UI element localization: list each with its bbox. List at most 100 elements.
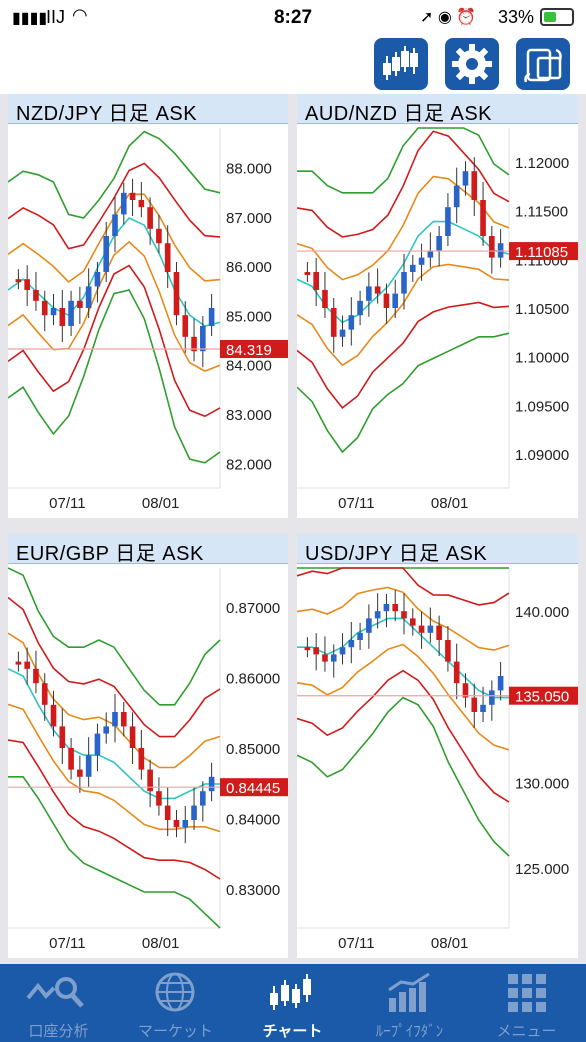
signal-icon: ▮▮▮▮ bbox=[12, 10, 48, 27]
battery-icon bbox=[540, 8, 574, 26]
candle-down bbox=[374, 286, 381, 294]
price-tick-label: 130.000 bbox=[515, 775, 569, 792]
chart-title: USD/JPY 日足 ASK bbox=[305, 543, 488, 565]
candle-down bbox=[41, 683, 48, 705]
chart-canvas: 0.87000 0.86000 0.85000 0.84000 0.83000 0.844… bbox=[8, 567, 288, 952]
candle-down bbox=[77, 300, 83, 308]
candle-down bbox=[480, 200, 486, 236]
band-lower-middle bbox=[8, 264, 221, 418]
candle-up bbox=[427, 250, 434, 258]
chart-title: EUR/GBP 日足 ASK bbox=[16, 543, 204, 565]
candle-down bbox=[59, 308, 66, 326]
candle-up bbox=[374, 611, 381, 619]
moving-average-line bbox=[8, 668, 220, 800]
chart-canvas: 1.120001.115001.110001.105001.100001.095… bbox=[297, 127, 578, 512]
candle-up bbox=[50, 308, 57, 316]
status-bar: ▮▮▮▮ IIJ ◠ 8:27 ➚ ◉ ⏰ 33% bbox=[0, 0, 586, 34]
candle-down bbox=[156, 791, 162, 806]
candle-down bbox=[120, 712, 127, 727]
price-tick-label: 0.86000 bbox=[226, 670, 280, 687]
candle-down bbox=[33, 290, 39, 301]
candle-up bbox=[383, 604, 390, 612]
candle-down bbox=[33, 668, 39, 684]
tab-account-analysis[interactable]: 口座分析 bbox=[0, 964, 117, 1042]
tab-bar: 口座分析 マーケット チャート bbox=[0, 964, 586, 1042]
candle-down bbox=[471, 171, 478, 200]
candle-down bbox=[401, 611, 407, 619]
candle-down bbox=[304, 272, 311, 275]
chart-type-button[interactable] bbox=[374, 38, 428, 90]
band-lower-outer bbox=[8, 289, 221, 464]
price-tick-label: 0.84000 bbox=[226, 812, 280, 829]
candle-down bbox=[138, 200, 145, 208]
candle-down bbox=[173, 272, 180, 316]
candle-down bbox=[173, 820, 180, 828]
candle-up bbox=[94, 733, 101, 756]
candle-down bbox=[471, 697, 478, 712]
current-price-tag bbox=[220, 778, 288, 797]
settings-button[interactable] bbox=[445, 38, 499, 90]
price-tick-label: 82.000 bbox=[226, 456, 272, 473]
date-tick-label: 08/01 bbox=[142, 495, 180, 512]
band-lower-outer bbox=[8, 776, 221, 929]
band-upper-middle bbox=[8, 596, 221, 738]
current-price-tag bbox=[509, 242, 578, 261]
candle-down bbox=[191, 336, 197, 352]
current-price-tag bbox=[220, 339, 288, 358]
tab-loop-ifdone[interactable]: ﾙｰﾌﾟｲﾌﾀﾞﾝ bbox=[351, 964, 468, 1042]
candle-up bbox=[357, 632, 363, 640]
candle-up bbox=[366, 618, 372, 633]
candle-up bbox=[366, 286, 372, 301]
chart-panel-usdjpy[interactable]: USD/JPY 日足 ASK 140.000135.000130.000125.… bbox=[297, 534, 578, 958]
price-tick-label: 140.000 bbox=[515, 604, 569, 621]
candle-up bbox=[103, 726, 110, 734]
candle-up bbox=[418, 257, 425, 265]
candle-up bbox=[112, 712, 118, 727]
chart-title: NZD/JPY 日足 ASK bbox=[16, 103, 198, 125]
chart-panel-audnzd[interactable]: AUD/NZD 日足 ASK 1.12000 1.11500 1.11000 1.10… bbox=[297, 94, 578, 518]
battery-percent: 33% bbox=[498, 7, 535, 27]
candle-down bbox=[15, 279, 22, 283]
status-icons: ➚ ◉ ⏰ bbox=[420, 9, 477, 26]
chart-canvas: 140.000135.000130.000125.000135.05007/11… bbox=[297, 567, 578, 952]
candle-up bbox=[112, 214, 118, 236]
band-upper-outer bbox=[297, 127, 510, 194]
grid-menu-icon bbox=[508, 974, 546, 1012]
tab-chart[interactable]: チャート bbox=[234, 964, 351, 1042]
price-tick-label: 86.000 bbox=[226, 259, 272, 276]
date-tick-label: 08/01 bbox=[142, 935, 180, 952]
candle-down bbox=[129, 726, 136, 748]
tab-label: マーケット bbox=[137, 1023, 213, 1040]
price-tick-label: 1.12000 bbox=[515, 155, 569, 172]
rotate-screen-button[interactable] bbox=[516, 38, 570, 90]
tab-market[interactable]: マーケット bbox=[117, 964, 234, 1042]
candle-up bbox=[357, 300, 363, 316]
candle-up bbox=[68, 300, 74, 326]
price-tick-label: 84.000 bbox=[226, 358, 272, 375]
candle-down bbox=[418, 625, 425, 633]
candle-up bbox=[348, 315, 355, 330]
date-tick-label: 08/01 bbox=[431, 495, 469, 512]
candle-up bbox=[348, 640, 355, 648]
candle-down bbox=[156, 228, 162, 244]
candle-down bbox=[436, 625, 442, 640]
candle-up bbox=[445, 207, 451, 236]
chart-canvas: 88.000 87.000 86.000 85.000 84.000 83.000 82.0… bbox=[8, 128, 288, 512]
tab-label: チャート bbox=[262, 1023, 323, 1040]
candle-up bbox=[497, 243, 504, 258]
date-tick-label: 07/11 bbox=[49, 495, 85, 512]
chart-panel-nzdjpy[interactable]: NZD/JPY 日足 ASK 88.000 87.000 86.000 85.000 8… bbox=[8, 94, 288, 518]
tab-label: メニュー bbox=[496, 1023, 557, 1040]
current-price-label: 0.84445 bbox=[226, 780, 280, 797]
candle-up bbox=[200, 791, 206, 806]
tab-menu[interactable]: メニュー bbox=[468, 964, 585, 1042]
candle-down bbox=[182, 315, 189, 337]
candle-down bbox=[322, 654, 328, 662]
candle-up bbox=[427, 625, 434, 633]
chart-panel-eurgbp[interactable]: EUR/GBP 日足 ASK 0.87000 0.86000 0.85000 0.84… bbox=[8, 534, 288, 958]
band-upper-middle bbox=[297, 130, 510, 238]
candle-up bbox=[208, 308, 215, 326]
candle-down bbox=[68, 748, 74, 770]
chart-header: USD/JPY 日足 ASK bbox=[297, 534, 578, 565]
candle-down bbox=[304, 647, 311, 651]
